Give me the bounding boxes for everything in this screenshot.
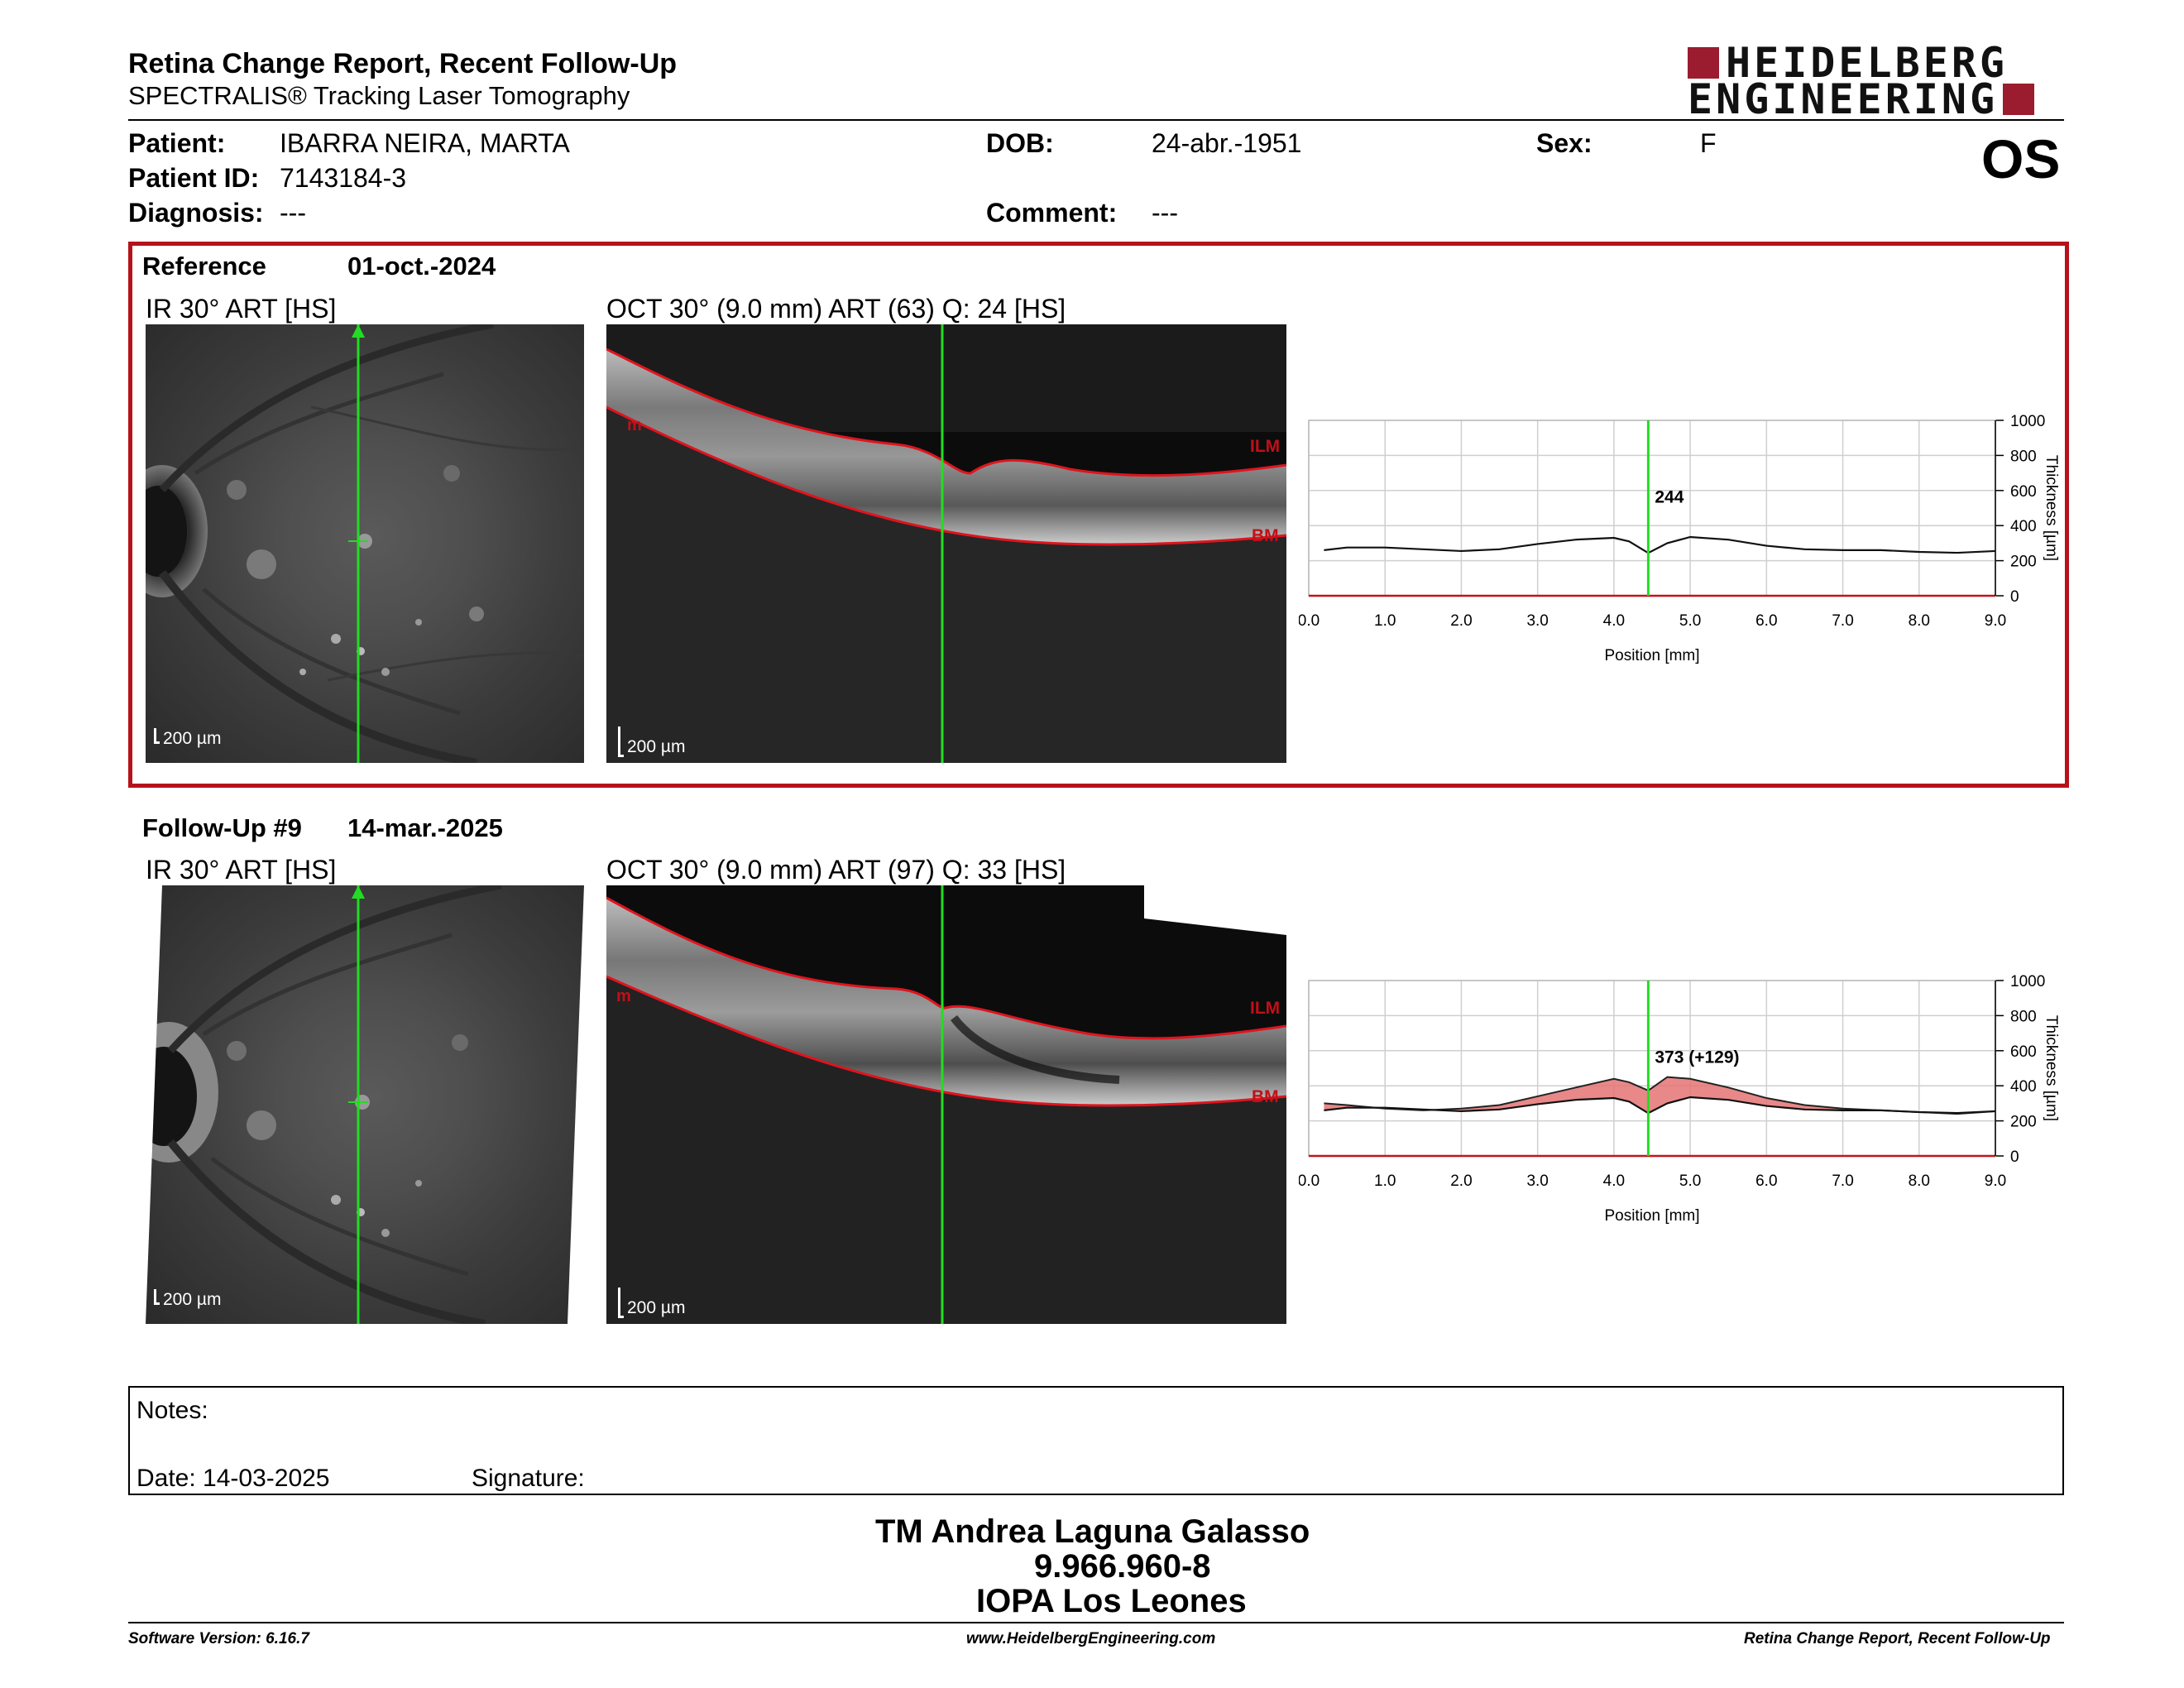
logo-line2: ENGINEERING: [1688, 75, 1999, 123]
reference-oct-scale: 200 µm: [618, 727, 685, 757]
y-tick-label: 0: [2010, 588, 2019, 606]
x-tick-label: 1.0: [1374, 1172, 1396, 1190]
plot-frame: [1308, 980, 1996, 1157]
followup-thickness-chart: 0.0 1.0 2.0 3.0 4.0 5.0 6.0 7.0 8.0 9.00 200 400 600…: [1299, 973, 2060, 1225]
x-tick-label: 8.0: [1909, 1172, 1930, 1190]
sex-value: F: [1700, 128, 1717, 158]
dob-label: DOB:: [986, 128, 1054, 158]
comment-value: ---: [1152, 198, 1178, 228]
logo-square-icon: [1688, 47, 1719, 79]
y-axis-label: Thickness [µm]: [2043, 1015, 2060, 1121]
y-tick-label: 600: [2010, 483, 2037, 501]
followup-date: 14-mar.-2025: [347, 813, 503, 842]
x-tick-label: 7.0: [1832, 612, 1853, 630]
reference-oct-image: m ILM BM 200 µm: [606, 324, 1286, 763]
y-tick-label: 200: [2010, 1114, 2037, 1131]
followup-oct-scale: 200 µm: [618, 1288, 685, 1318]
x-tick-label: 4.0: [1603, 612, 1625, 630]
followup-bm-label: BM: [1252, 1087, 1279, 1106]
footer-website[interactable]: www.HeidelbergEngineering.com: [966, 1630, 1216, 1647]
y-tick-label: 1000: [2010, 413, 2045, 430]
y-axis-label: Thickness [µm]: [2043, 455, 2060, 561]
x-tick-label: 8.0: [1909, 612, 1930, 630]
patient-name: IBARRA NEIRA, MARTA: [280, 128, 570, 158]
followup-ir-image: 200 µm: [146, 885, 584, 1324]
x-tick-label: 7.0: [1832, 1172, 1853, 1190]
footer-report-name: Retina Change Report, Recent Follow-Up: [1744, 1630, 2051, 1647]
sex-label: Sex:: [1536, 128, 1592, 158]
marker-value-label: 373 (+129): [1655, 1048, 1739, 1067]
patient-id: 7143184-3: [280, 163, 407, 193]
x-tick-label: 3.0: [1526, 612, 1548, 630]
y-tick-label: 1000: [2010, 973, 2045, 990]
followup-oct-image: m ILM BM 200 µm: [606, 885, 1286, 1324]
notes-signature-label: Signature:: [472, 1465, 585, 1492]
logo-square-icon: [2003, 84, 2035, 115]
followup-ir-scale: 200 µm: [154, 1289, 221, 1310]
y-tick-label: 400: [2010, 1078, 2037, 1096]
signatory-id: 9.966.960-8: [1034, 1548, 1211, 1585]
svg-text:m: m: [616, 987, 631, 1005]
svg-text:m: m: [627, 416, 642, 434]
reference-ilm-label: ILM: [1250, 437, 1281, 456]
reference-box: [128, 242, 2069, 788]
x-tick-label: 2.0: [1450, 1172, 1472, 1190]
diagnosis-value: ---: [280, 198, 306, 228]
reference-ir-scale: 200 µm: [154, 728, 221, 749]
patient-id-label: Patient ID:: [128, 163, 260, 193]
reference-thickness-chart: 0.0 1.0 2.0 3.0 4.0 5.0 6.0 7.0 8.0 9.00 200 400 600…: [1299, 413, 2060, 664]
diagnosis-label: Diagnosis:: [128, 198, 264, 228]
reference-label: Reference: [142, 252, 266, 281]
reference-bm-label: BM: [1252, 526, 1279, 545]
comment-label: Comment:: [986, 198, 1118, 228]
x-tick-label: 4.0: [1603, 1172, 1625, 1190]
x-axis-label: Position [mm]: [1604, 1207, 1699, 1225]
y-tick-label: 0: [2010, 1149, 2019, 1166]
reference-thickness-line: [1324, 535, 1996, 554]
followup-ir-title: IR 30° ART [HS]: [146, 855, 337, 885]
x-tick-label: 3.0: [1526, 1172, 1548, 1190]
reference-ir-title: IR 30° ART [HS]: [146, 294, 337, 324]
signatory-institution: IOPA Los Leones: [976, 1583, 1247, 1619]
logo-line1: HEIDELBERG: [1726, 39, 2009, 87]
followup-oct-title: OCT 30° (9.0 mm) ART (97) Q: 33 [HS]: [606, 855, 1066, 885]
report-subtitle: SPECTRALIS® Tracking Laser Tomography: [128, 81, 630, 110]
report-title: Retina Change Report, Recent Follow-Up: [128, 48, 678, 79]
x-tick-label: 5.0: [1679, 612, 1701, 630]
y-tick-label: 600: [2010, 1043, 2037, 1061]
x-tick-label: 0.0: [1299, 612, 1320, 630]
x-tick-label: 6.0: [1755, 612, 1777, 630]
reference-oct-title: OCT 30° (9.0 mm) ART (63) Q: 24 [HS]: [606, 294, 1066, 324]
y-tick-label: 200: [2010, 554, 2037, 571]
patient-name-label: Patient:: [128, 128, 226, 158]
thickness-change-area: [1324, 1077, 1995, 1115]
followup-label: Follow-Up #9: [142, 813, 302, 842]
marker-value-label: 244: [1655, 488, 1684, 507]
y-tick-label: 800: [2010, 1008, 2037, 1025]
x-tick-label: 6.0: [1755, 1172, 1777, 1190]
reference-ir-image: 200 µm: [146, 324, 584, 763]
x-tick-label: 9.0: [1985, 612, 2006, 630]
signatory-name: TM Andrea Laguna Galasso: [875, 1513, 1310, 1550]
notes-box: [128, 1386, 2064, 1495]
x-tick-label: 9.0: [1985, 1172, 2006, 1190]
plot-frame: [1308, 420, 1996, 597]
y-tick-label: 400: [2010, 518, 2037, 535]
eye-indicator: OS: [1981, 128, 2061, 189]
x-tick-label: 0.0: [1299, 1172, 1320, 1190]
y-tick-label: 800: [2010, 448, 2037, 465]
notes-label: Notes:: [136, 1397, 208, 1424]
x-axis-label: Position [mm]: [1604, 647, 1699, 664]
x-tick-label: 2.0: [1450, 612, 1472, 630]
x-tick-label: 5.0: [1679, 1172, 1701, 1190]
reference-date: 01-oct.-2024: [347, 252, 496, 281]
followup-ilm-label: ILM: [1250, 999, 1281, 1018]
dob-value: 24-abr.-1951: [1152, 128, 1302, 158]
footer-software-version: Software Version: 6.16.7: [128, 1630, 309, 1647]
x-tick-label: 1.0: [1374, 612, 1396, 630]
notes-date: Date: 14-03-2025: [136, 1465, 330, 1492]
